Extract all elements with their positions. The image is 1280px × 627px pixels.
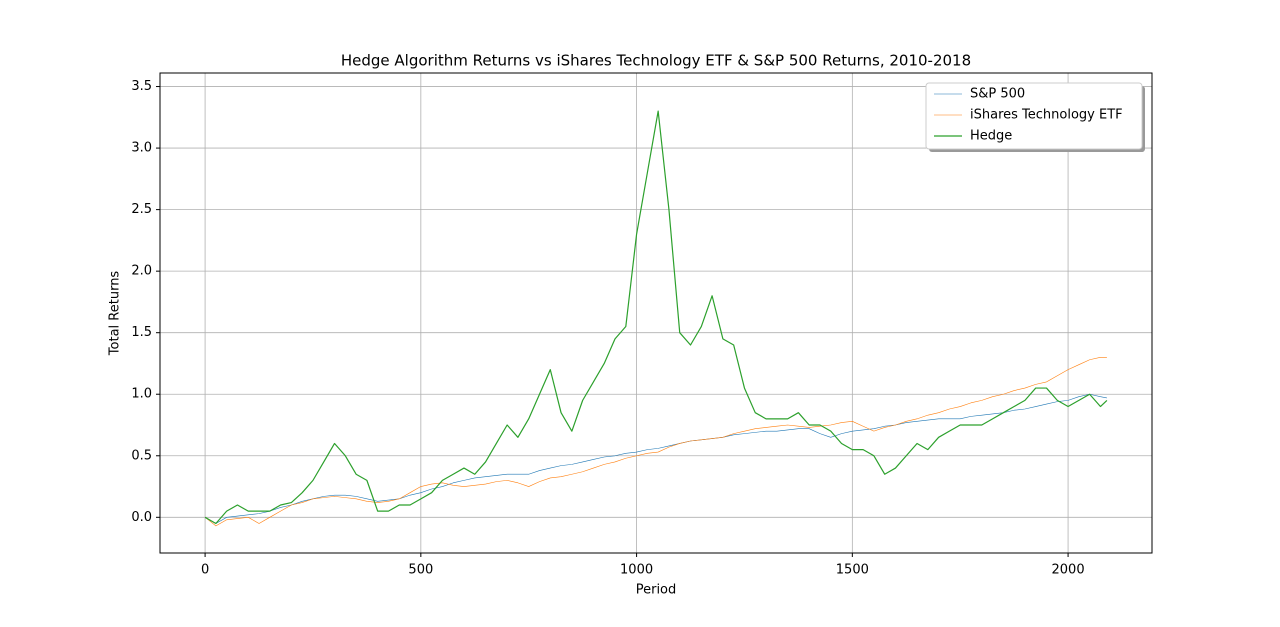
legend-label: S&P 500	[970, 87, 1025, 102]
y-tick-label: 2.5	[131, 202, 152, 217]
y-tick-label: 1.5	[131, 325, 152, 340]
y-tick-label: 3.5	[131, 79, 152, 94]
y-axis-label: Total Returns	[108, 271, 123, 357]
y-tick-label: 0.0	[131, 510, 152, 525]
y-tick-label: 1.0	[131, 387, 152, 402]
x-tick-label: 0	[201, 563, 209, 578]
legend-box	[925, 82, 1143, 150]
series-line	[204, 393, 1107, 524]
y-tick-label: 2.0	[131, 264, 152, 279]
series-line	[204, 110, 1108, 525]
x-tick-label: 1000	[620, 563, 653, 578]
legend-label: iShares Technology ETF	[970, 108, 1123, 123]
legend-label: Hedge	[970, 129, 1012, 144]
chart-title: Hedge Algorithm Returns vs iShares Techn…	[341, 52, 971, 70]
x-tick-label: 2000	[1052, 563, 1085, 578]
x-axis-label: Period	[636, 583, 677, 598]
plot-frame	[159, 72, 1153, 554]
x-tick-label: 500	[408, 563, 433, 578]
y-tick-label: 3.0	[131, 141, 152, 156]
series-line	[204, 357, 1107, 527]
x-tick-label: 1500	[836, 563, 869, 578]
y-tick-label: 0.5	[131, 448, 152, 463]
